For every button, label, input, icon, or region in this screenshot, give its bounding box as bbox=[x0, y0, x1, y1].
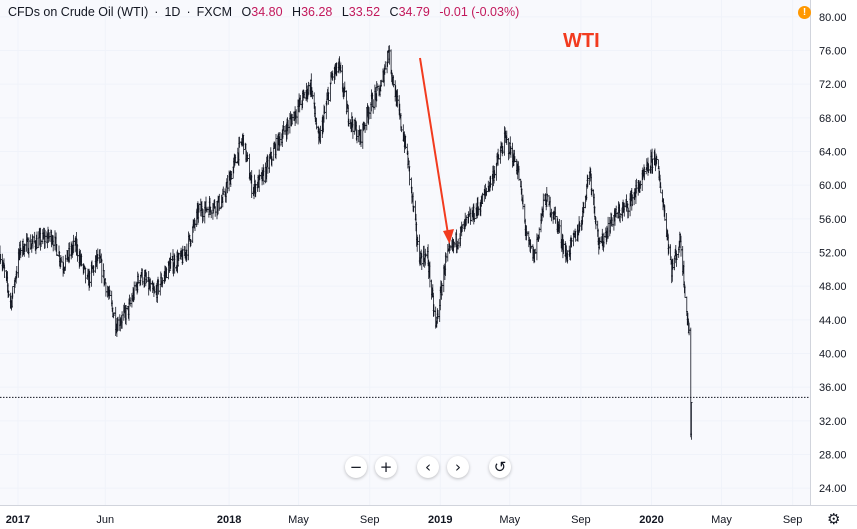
x-tick-label: Sep bbox=[783, 514, 803, 526]
y-tick-label: 76.00 bbox=[819, 46, 847, 58]
y-tick-label: 60.00 bbox=[819, 180, 847, 192]
symbol-header: CFDs on Crude Oil (WTI) · 1D · FXCM O34.80 H… bbox=[8, 5, 520, 19]
y-tick-label: 52.00 bbox=[819, 248, 847, 260]
annotation-arrow-head bbox=[443, 229, 454, 244]
y-tick-label: 28.00 bbox=[819, 450, 847, 462]
x-tick-label: May bbox=[499, 514, 520, 526]
close-value: 34.79 bbox=[398, 5, 430, 19]
exclamation-icon[interactable]: ! bbox=[798, 6, 811, 19]
open-value: 34.80 bbox=[251, 5, 283, 19]
x-tick-label: 2020 bbox=[639, 514, 663, 526]
y-tick-label: 40.00 bbox=[819, 349, 847, 361]
close-label: C bbox=[389, 5, 399, 19]
y-tick-label: 36.00 bbox=[819, 382, 847, 394]
high-value: 36.28 bbox=[301, 5, 333, 19]
change-value: -0.01 (-0.03%) bbox=[439, 5, 520, 19]
x-tick-label: Jun bbox=[96, 514, 114, 526]
low-label: L bbox=[341, 5, 349, 19]
x-tick-label: May bbox=[711, 514, 732, 526]
y-tick-label: 68.00 bbox=[819, 113, 847, 125]
y-tick-label: 48.00 bbox=[819, 281, 847, 293]
y-tick-label: 56.00 bbox=[819, 214, 847, 226]
source-label: FXCM bbox=[196, 5, 233, 19]
x-tick-label: 2017 bbox=[6, 514, 30, 526]
x-tick-label: 2019 bbox=[428, 514, 452, 526]
scroll-right-button[interactable]: › bbox=[447, 456, 469, 478]
y-tick-label: 32.00 bbox=[819, 416, 847, 428]
x-tick-label: Sep bbox=[571, 514, 591, 526]
y-tick-label: 72.00 bbox=[819, 79, 847, 91]
gear-icon[interactable]: ⚙ bbox=[827, 510, 841, 528]
x-tick-label: May bbox=[288, 514, 309, 526]
x-tick-label: 2018 bbox=[217, 514, 241, 526]
high-label: H bbox=[292, 5, 302, 19]
y-tick-label: 24.00 bbox=[819, 483, 847, 495]
interval-label[interactable]: 1D bbox=[164, 5, 181, 19]
y-tick-label: 64.00 bbox=[819, 147, 847, 159]
scroll-left-button[interactable]: ‹ bbox=[417, 456, 439, 478]
reset-chart-button[interactable]: ↺ bbox=[489, 456, 511, 478]
ohlc-bars bbox=[0, 45, 693, 440]
open-label: O bbox=[241, 5, 252, 19]
y-tick-label: 80.00 bbox=[819, 12, 847, 24]
zoom-out-button[interactable]: − bbox=[345, 456, 367, 478]
x-tick-label: Sep bbox=[360, 514, 380, 526]
y-tick-label: 44.00 bbox=[819, 315, 847, 327]
symbol-title[interactable]: CFDs on Crude Oil (WTI) bbox=[8, 5, 149, 19]
zoom-in-button[interactable]: + bbox=[375, 456, 397, 478]
wti-annotation: WTI bbox=[563, 30, 600, 52]
annotation-arrow-shaft bbox=[419, 57, 449, 235]
low-value: 33.52 bbox=[348, 5, 381, 19]
ohlc-bar bbox=[690, 402, 693, 440]
